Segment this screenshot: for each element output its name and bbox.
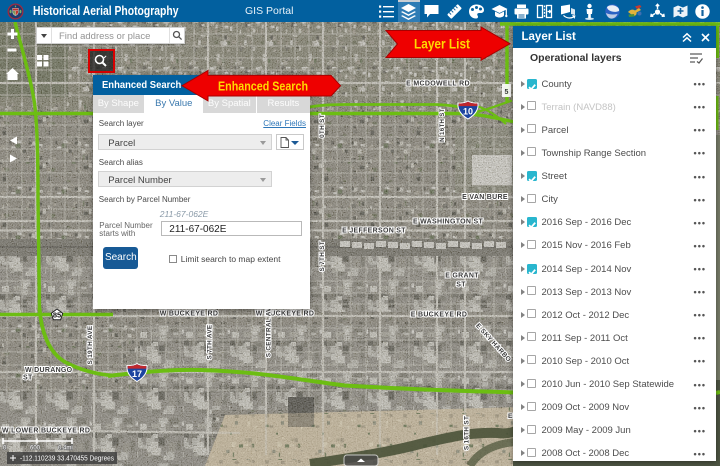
svg-text:0TH ST: 0TH ST bbox=[319, 114, 326, 138]
svg-text:S 16TH ST: S 16TH ST bbox=[464, 416, 471, 450]
svg-text:S 7TH ST: S 7TH ST bbox=[319, 241, 326, 271]
svg-text:W BUCKEYE RD: W BUCKEYE RD bbox=[160, 311, 218, 318]
svg-text:E WASHINGTON ST: E WASHINGTON ST bbox=[413, 219, 484, 226]
svg-text:0: 0 bbox=[3, 446, 7, 452]
svg-text:5: 5 bbox=[505, 89, 509, 96]
svg-text:ST: ST bbox=[456, 282, 466, 289]
svg-text:E MCDOWELL RD: E MCDOWELL RD bbox=[406, 81, 470, 88]
svg-text:W DURANGO: W DURANGO bbox=[25, 367, 73, 374]
svg-text:W LOWER BUCKEYE RD: W LOWER BUCKEYE RD bbox=[2, 428, 90, 435]
svg-text:0.4mi: 0.4mi bbox=[58, 446, 73, 452]
svg-text:17: 17 bbox=[132, 369, 142, 379]
svg-text:S CENTRAL AVE: S CENTRAL AVE bbox=[266, 302, 273, 357]
svg-text:-112.110239 33.470455 Degrees: -112.110239 33.470455 Degrees bbox=[20, 454, 114, 463]
svg-text:E GRANT: E GRANT bbox=[445, 273, 479, 280]
svg-text:10: 10 bbox=[463, 106, 473, 116]
svg-text:S 7TH AVE: S 7TH AVE bbox=[207, 324, 214, 359]
svg-text:85: 85 bbox=[53, 311, 61, 320]
svg-text:N 16TH ST: N 16TH ST bbox=[439, 108, 446, 142]
svg-text:E VAN BURE: E VAN BURE bbox=[462, 194, 508, 201]
svg-text:E BUCKEYE RD: E BUCKEYE RD bbox=[411, 312, 468, 319]
svg-text:S 19TH AVE: S 19TH AVE bbox=[87, 325, 94, 364]
svg-text:ST: ST bbox=[23, 375, 33, 382]
svg-text:W BUCKEYE RD: W BUCKEYE RD bbox=[256, 311, 314, 318]
svg-text:E JEFFERSON ST: E JEFFERSON ST bbox=[342, 228, 406, 235]
svg-text:600: 600 bbox=[30, 446, 41, 452]
